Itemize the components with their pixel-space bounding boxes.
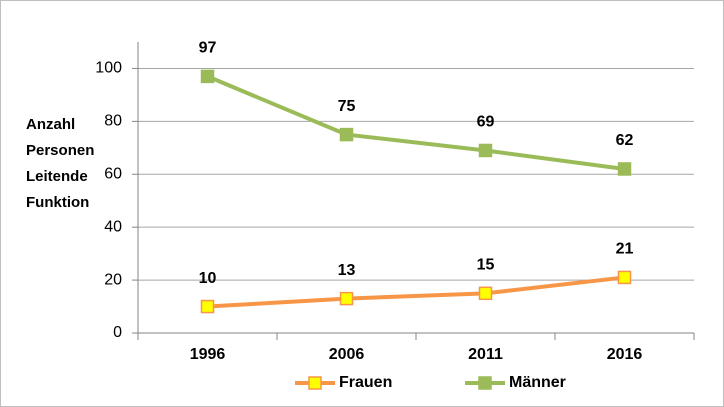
data-label: 13	[338, 262, 356, 279]
x-tick-label: 2006	[329, 346, 365, 363]
point-marker	[478, 286, 493, 301]
y-axis-label: Anzahl Personen Leitende Funktion	[26, 116, 95, 211]
y-tick-label: 80	[104, 113, 122, 130]
data-label: 10	[199, 270, 217, 287]
point-marker	[339, 291, 354, 306]
x-tick-label: 1996	[190, 346, 226, 363]
legend-label: Frauen	[339, 374, 392, 391]
x-tick-label: 2016	[607, 346, 643, 363]
data-label: 69	[477, 114, 495, 131]
y-tick-label: 60	[104, 165, 122, 182]
data-label: 21	[616, 241, 634, 258]
y-tick-label: 100	[95, 60, 122, 77]
data-label: 97	[199, 40, 217, 57]
data-label: 15	[477, 257, 495, 274]
point-marker	[617, 270, 632, 285]
data-label: 75	[338, 98, 356, 115]
y-tick-label: 40	[104, 218, 122, 235]
data-label: 62	[616, 132, 634, 149]
x-tick-label: 2011	[468, 346, 503, 363]
series-line	[206, 74, 625, 171]
series-line	[207, 275, 625, 309]
point-marker	[200, 69, 215, 84]
point-marker	[339, 127, 354, 142]
legend-label: Männer	[509, 374, 566, 391]
point-marker	[200, 299, 215, 314]
legend-marker	[308, 376, 322, 390]
legend-marker	[478, 376, 492, 390]
y-tick-label: 20	[104, 271, 122, 288]
point-marker	[617, 162, 632, 176]
point-marker	[478, 143, 493, 158]
y-tick-label: 0	[113, 324, 122, 341]
